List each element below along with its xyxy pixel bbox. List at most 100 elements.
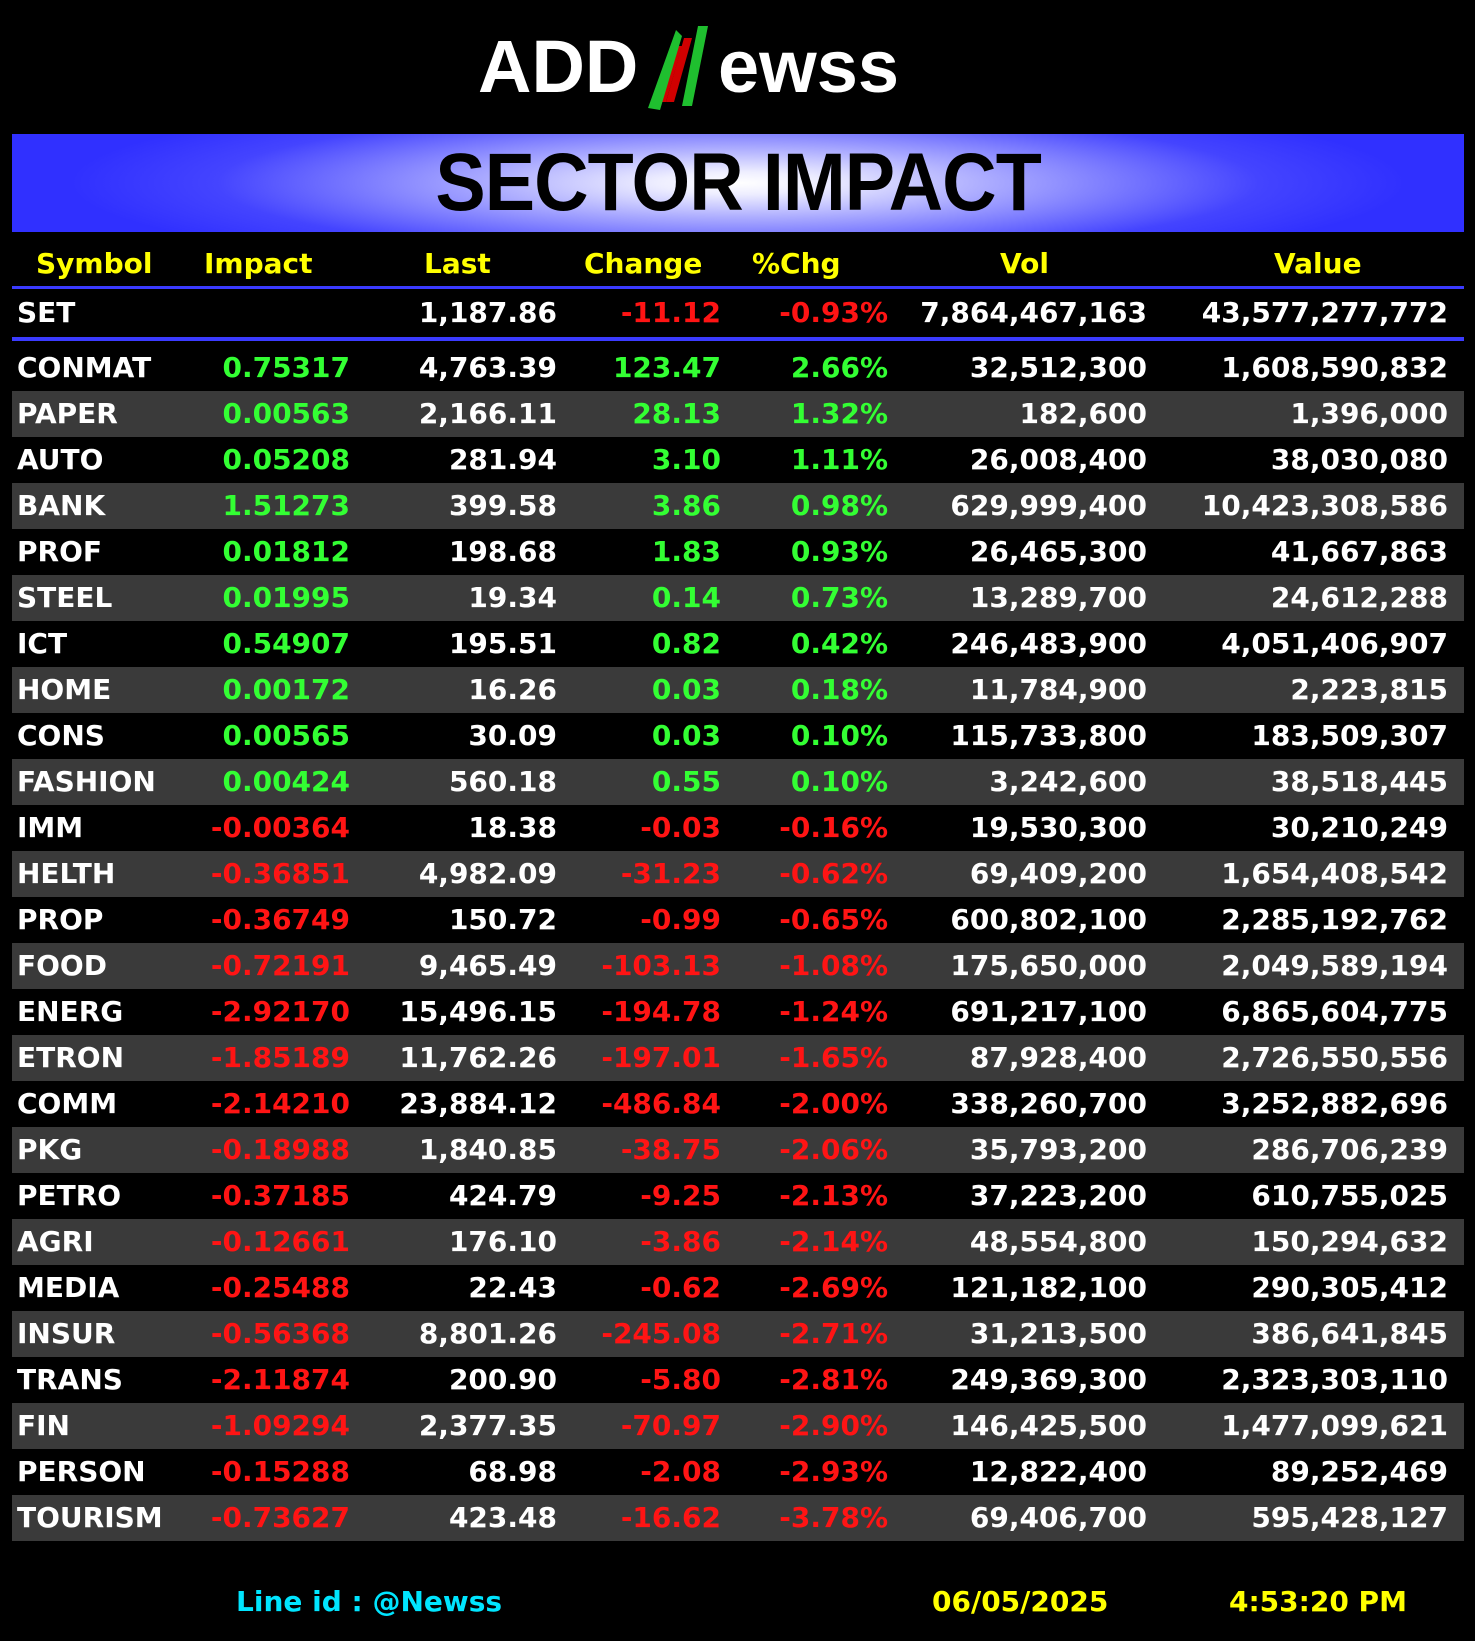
row-value: 4,051,406,907 (1221, 627, 1448, 660)
row-symbol: MEDIA (17, 1271, 120, 1304)
row-change: 123.47 (612, 351, 721, 384)
row-change: 3.10 (651, 443, 721, 476)
row-last: 30.09 (468, 719, 557, 752)
row-impact: 0.05208 (222, 443, 350, 476)
row-last: 200.90 (448, 1363, 557, 1396)
row-pct-change: 0.98% (790, 489, 888, 522)
row-change: -38.75 (620, 1133, 721, 1166)
row-change: -70.97 (620, 1409, 721, 1442)
row-pct-change: -2.14% (779, 1225, 888, 1258)
row-value: 2,726,550,556 (1221, 1041, 1448, 1074)
row-last: 22.43 (468, 1271, 557, 1304)
header-last: Last (424, 247, 491, 280)
row-volume: 121,182,100 (950, 1271, 1147, 1304)
row-impact: -2.14210 (210, 1087, 350, 1120)
row-last: 176.10 (448, 1225, 557, 1258)
row-value: 38,518,445 (1270, 765, 1448, 798)
row-value: 1,477,099,621 (1221, 1409, 1448, 1442)
row-volume: 26,465,300 (969, 535, 1147, 568)
row-change: -31.23 (620, 857, 721, 890)
row-volume: 12,822,400 (969, 1455, 1147, 1488)
row-value: 89,252,469 (1270, 1455, 1448, 1488)
row-symbol: PAPER (17, 397, 118, 430)
logo-n-mark (647, 26, 708, 110)
table-row: PAPER 0.00563 2,166.11 28.13 1.32% 182,600 1,3… (12, 391, 1464, 437)
row-change: 0.55 (651, 765, 721, 798)
row-volume: 87,928,400 (969, 1041, 1147, 1074)
header-change: Change (584, 247, 703, 280)
row-change: -3.86 (640, 1225, 721, 1258)
title-banner: SECTOR IMPACT (12, 134, 1464, 232)
header-symbol: Symbol (36, 247, 153, 280)
table-row: FASHION 0.00424 560.18 0.55 0.10% 3,242,600 38… (12, 759, 1464, 805)
header-volume: Vol (1000, 247, 1049, 280)
row-value: 1,396,000 (1290, 397, 1448, 430)
table-row: PETRO -0.37185 424.79 -9.25 -2.13% 37,223,200… (12, 1173, 1464, 1219)
row-volume: 48,554,800 (969, 1225, 1147, 1258)
table-row: HOME 0.00172 16.26 0.03 0.18% 11,784,900 2,223… (12, 667, 1464, 713)
row-change: -194.78 (601, 995, 721, 1028)
row-impact: 0.54907 (222, 627, 350, 660)
row-impact: -0.37185 (210, 1179, 350, 1212)
table-row: FOOD -0.72191 9,465.49 -103.13 -1.08% 175,650… (12, 943, 1464, 989)
row-value: 38,030,080 (1270, 443, 1448, 476)
row-pct-change: -2.93% (779, 1455, 888, 1488)
table-row: PROF 0.01812 198.68 1.83 0.93% 26,465,300 41,6… (12, 529, 1464, 575)
table-row: MEDIA -0.25488 22.43 -0.62 -2.69% 121,182,100… (12, 1265, 1464, 1311)
row-volume: 69,409,200 (969, 857, 1147, 890)
row-pct-change: -3.78% (779, 1501, 888, 1534)
row-impact: 0.00172 (222, 673, 350, 706)
row-pct-change: -2.13% (779, 1179, 888, 1212)
row-pct-change: -0.16% (779, 811, 888, 844)
row-pct-change: 0.10% (790, 719, 888, 752)
row-value: 290,305,412 (1251, 1271, 1448, 1304)
row-impact: -0.25488 (210, 1271, 350, 1304)
row-volume: 691,217,100 (950, 995, 1147, 1028)
row-pct-change: -0.65% (779, 903, 888, 936)
table-row: AGRI -0.12661 176.10 -3.86 -2.14% 48,554,800 1… (12, 1219, 1464, 1265)
row-last: 2,377.35 (418, 1409, 557, 1442)
row-change: -486.84 (601, 1087, 721, 1120)
row-symbol: ENERG (17, 995, 124, 1028)
row-symbol: BANK (17, 489, 106, 522)
row-last: 15,496.15 (399, 995, 557, 1028)
row-pct-change: -0.62% (779, 857, 888, 890)
row-value: 2,323,303,110 (1221, 1363, 1448, 1396)
row-symbol: CONS (17, 719, 105, 752)
row-impact: -0.56368 (210, 1317, 350, 1350)
report-time: 4:53:20 PM (1229, 1585, 1407, 1618)
table-row: FIN -1.09294 2,377.35 -70.97 -2.90% 146,425,5… (12, 1403, 1464, 1449)
row-change: -0.99 (640, 903, 721, 936)
row-symbol: PETRO (17, 1179, 122, 1212)
row-last: 19.34 (468, 581, 557, 614)
row-impact: -0.36851 (210, 857, 350, 890)
row-impact: -0.73627 (210, 1501, 350, 1534)
set-change: -11.12 (620, 296, 721, 329)
row-change: 0.82 (651, 627, 721, 660)
row-change: 1.83 (651, 535, 721, 568)
row-value: 1,654,408,542 (1221, 857, 1448, 890)
row-pct-change: -2.90% (779, 1409, 888, 1442)
row-value: 10,423,308,586 (1201, 489, 1448, 522)
row-value: 386,641,845 (1251, 1317, 1448, 1350)
logo-text-ewss: ewss (718, 25, 899, 108)
set-last: 1,187.86 (418, 296, 557, 329)
row-volume: 37,223,200 (969, 1179, 1147, 1212)
row-volume: 115,733,800 (950, 719, 1147, 752)
row-symbol: FIN (17, 1409, 70, 1442)
row-volume: 13,289,700 (969, 581, 1147, 614)
row-volume: 338,260,700 (950, 1087, 1147, 1120)
table-row: CONMAT 0.75317 4,763.39 123.47 2.66% 32,512,3… (12, 345, 1464, 391)
row-last: 195.51 (448, 627, 557, 660)
row-impact: 0.75317 (222, 351, 350, 384)
row-volume: 32,512,300 (969, 351, 1147, 384)
table-row: INSUR -0.56368 8,801.26 -245.08 -2.71% 31,213… (12, 1311, 1464, 1357)
row-last: 68.98 (468, 1455, 557, 1488)
table-header-row: Symbol Impact Last Change %Chg Vol Value (12, 236, 1464, 289)
row-last: 23,884.12 (399, 1087, 557, 1120)
row-symbol: STEEL (17, 581, 113, 614)
row-pct-change: 0.42% (790, 627, 888, 660)
row-change: -245.08 (601, 1317, 721, 1350)
table-row: PERSON -0.15288 68.98 -2.08 -2.93% 12,822,400… (12, 1449, 1464, 1495)
row-symbol: FASHION (17, 765, 156, 798)
